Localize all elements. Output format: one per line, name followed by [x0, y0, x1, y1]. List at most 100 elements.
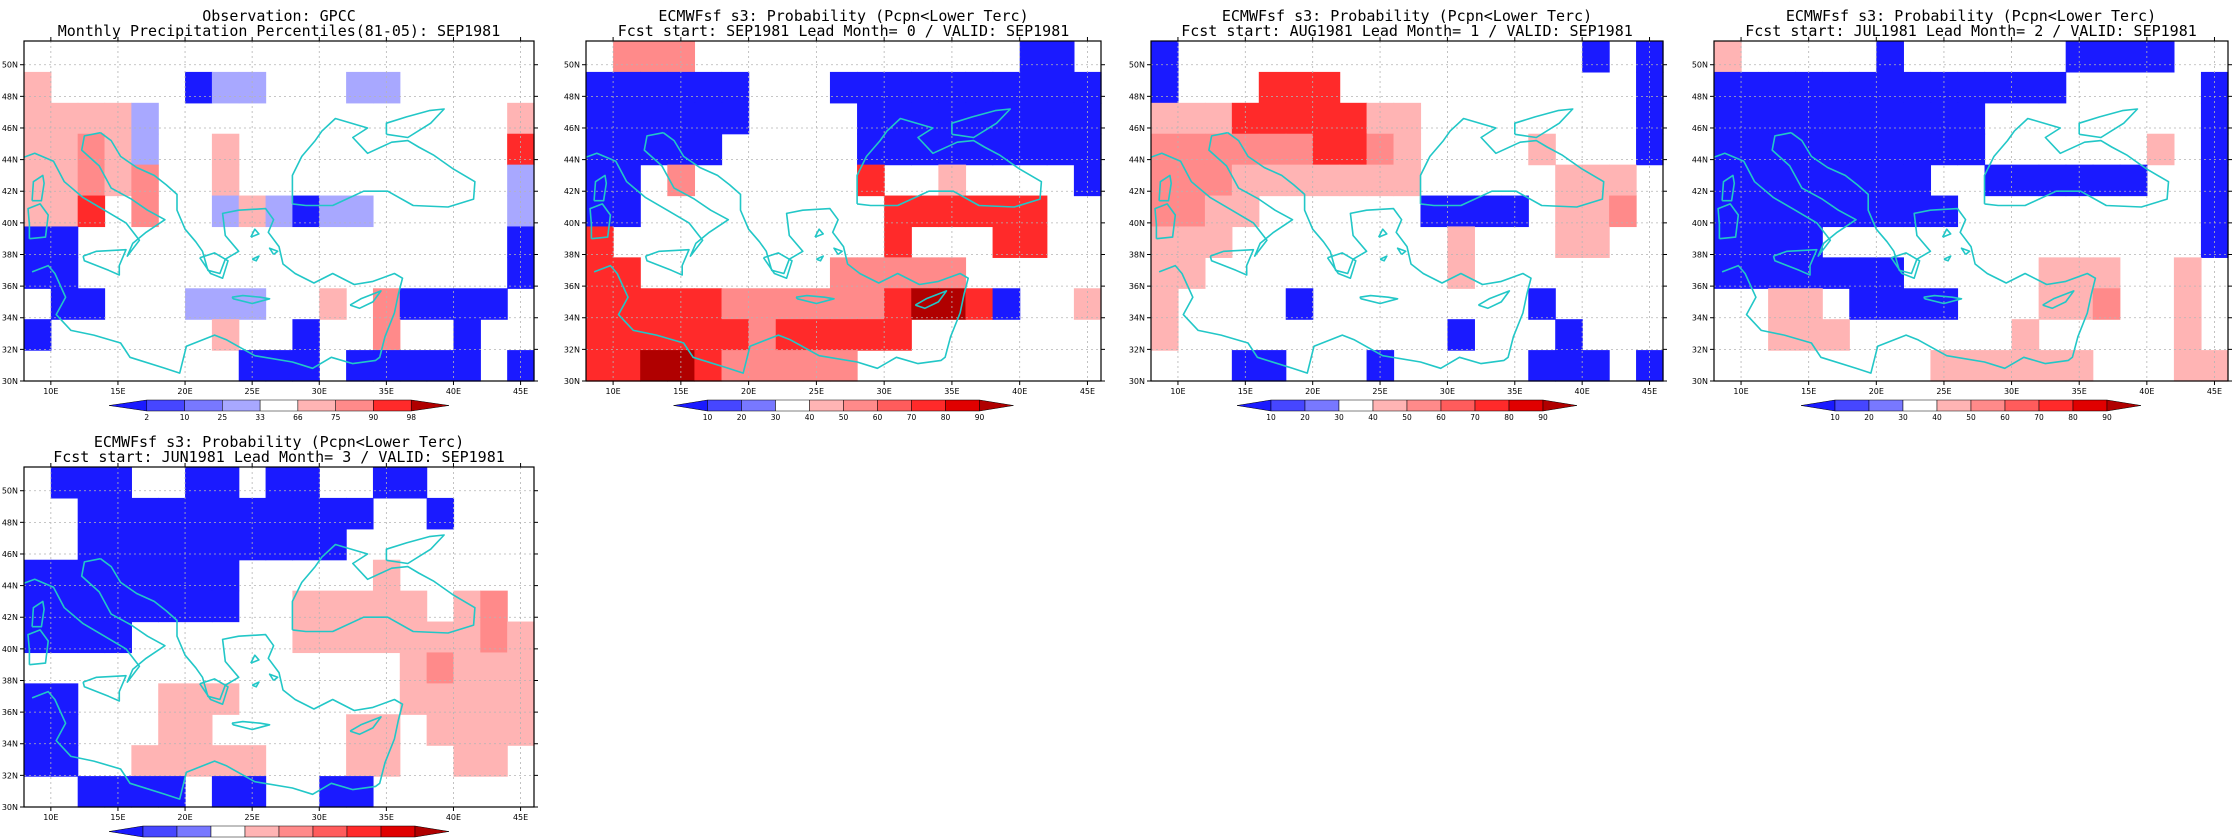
coast-segment [231, 720, 271, 731]
coast-segment [593, 132, 970, 374]
grid-cell [1046, 41, 1075, 73]
grid-cell [480, 621, 508, 654]
grid-cell [453, 319, 481, 351]
grid-cell [992, 226, 1021, 258]
grid-cell [1151, 257, 1179, 289]
grid-cell [319, 590, 347, 623]
lat-tick-label: 32N [1129, 345, 1145, 354]
colorbar-segment [259, 399, 299, 412]
lat-tick-label: 46N [2, 550, 18, 559]
grid-cell [50, 559, 79, 592]
grid-cell [2173, 288, 2202, 320]
grid-cell [1151, 288, 1179, 320]
coast-segment [593, 174, 608, 202]
anomaly-grid [24, 467, 535, 808]
lat-tick-label: 50N [1692, 61, 1708, 70]
grid-cell [1393, 102, 1422, 135]
grid-cell [399, 288, 428, 320]
grid-cell [1019, 71, 1048, 104]
grid-cell [613, 133, 641, 166]
colorbar-segment [1270, 399, 1306, 412]
grid-cell [694, 71, 723, 104]
grid-cell [911, 71, 939, 104]
lat-tick-label: 30N [1692, 377, 1708, 386]
lat-tick-label: 48N [2, 92, 18, 101]
grid-cell [1741, 133, 1769, 166]
grid-cell [1285, 288, 1314, 320]
grid-cell [158, 559, 186, 592]
colorbar-segment [2106, 399, 2142, 412]
lon-tick-label: 40E [2139, 387, 2154, 396]
colorbar-label: 98 [406, 413, 416, 422]
colorbar-label: 80 [2068, 413, 2078, 422]
grid-cell [372, 745, 401, 777]
grid-cell [1768, 257, 1796, 289]
colorbar-segment [1834, 399, 1870, 412]
grid-cell [1903, 288, 1932, 320]
colorbar-segment [410, 399, 450, 412]
grid-cell [1285, 71, 1314, 104]
grid-cell [1447, 226, 1475, 258]
grid-cell [1312, 71, 1341, 104]
colorbar-label: 70 [907, 413, 917, 422]
grid-cell [131, 133, 159, 166]
map-frame [1713, 40, 2229, 382]
grid-cell [1957, 102, 1986, 135]
grid-cell [185, 528, 213, 561]
grid-cell [1849, 133, 1877, 166]
grid-cell [453, 745, 481, 777]
colorbar-label: 30 [1334, 413, 1344, 422]
grid-cell [185, 71, 213, 104]
coast-segment [27, 203, 50, 240]
coast-segment [1151, 131, 1294, 257]
coastline [24, 534, 534, 807]
colorbar-label: 90 [975, 413, 985, 422]
colorbar-segment [775, 399, 810, 412]
grid-cell [77, 528, 106, 561]
grid-cell [50, 467, 79, 499]
grid-cell [802, 319, 831, 351]
map-frame [585, 40, 1102, 382]
colorbar-segment [1936, 399, 1972, 412]
colorbar: 2 10 25 33 66 75 90 98 [108, 399, 450, 422]
grid-cell [1151, 319, 1179, 351]
grid-cell [965, 71, 994, 104]
grid-cell [1258, 133, 1287, 166]
lon-tick-label: 25E [1936, 387, 1951, 396]
map-panel-5: ECMWFsf s3: Probability (Pcpn<Lower Terc… [2, 433, 538, 840]
lon-tick-label: 25E [1372, 387, 1387, 396]
panel-subtitle: Monthly Precipitation Percentiles(81-05)… [58, 22, 501, 40]
coast-segment [1960, 247, 1971, 256]
grid-cell [238, 745, 267, 777]
grid-cell [158, 528, 186, 561]
lon-tick-label: 10E [605, 387, 620, 396]
coast-segment [1209, 248, 1255, 276]
grid-cell [1930, 133, 1959, 166]
coast-segment [2227, 115, 2228, 117]
grid-cell [131, 776, 159, 808]
grid-cell [399, 683, 428, 715]
coast-segment [250, 654, 260, 664]
grid-cell [292, 497, 320, 530]
grid-cell [2011, 71, 2040, 104]
lat-tick-label: 48N [564, 92, 580, 101]
grid-cell [1903, 71, 1932, 104]
lon-tick-label: 40E [1575, 387, 1590, 396]
colorbar-segment [1542, 399, 1578, 412]
grid-cell [480, 288, 508, 320]
grid-cell [1795, 319, 1823, 351]
colorbar-label: 30 [771, 413, 781, 422]
grid-cell [829, 71, 858, 104]
grid-cell [77, 497, 106, 530]
grid-cell [77, 195, 106, 228]
grid-cell [24, 745, 52, 777]
grid-cell [992, 71, 1021, 104]
grid-cell [507, 133, 535, 166]
colorbar-label: 90 [2102, 413, 2112, 422]
lon-tick-label: 35E [1507, 387, 1522, 396]
grid-cell [480, 745, 508, 777]
colorbar-segment [373, 399, 412, 412]
grid-cell [1984, 71, 2013, 104]
coast-segment [31, 174, 45, 202]
lat-tick-label: 36N [2, 708, 18, 717]
